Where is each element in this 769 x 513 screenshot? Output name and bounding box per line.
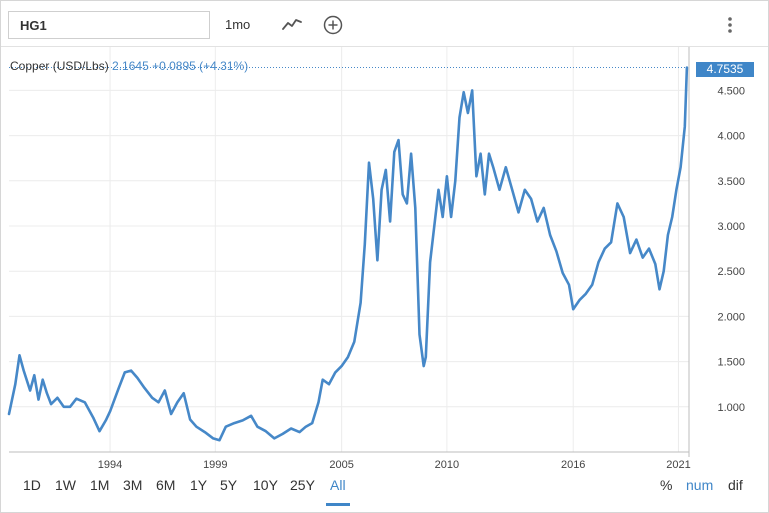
range-button-all[interactable]: All [326, 477, 350, 506]
add-circle-icon[interactable] [322, 14, 344, 36]
x-tick-label: 2016 [561, 459, 585, 471]
chart-legend: Copper (USD/Lbs) 2.1645 +0.0895 (+4.31%) [10, 59, 248, 73]
vertical-dots-icon[interactable] [723, 15, 737, 35]
symbol-text: HG1 [20, 18, 47, 33]
range-button-10y[interactable]: 10Y [253, 477, 278, 493]
range-button-5y[interactable]: 5Y [220, 477, 238, 493]
y-tick-label: 2.500 [717, 266, 745, 278]
range-button-3m[interactable]: 3M [123, 477, 143, 493]
x-tick-label: 2021 [666, 459, 690, 471]
y-tick-label: 4.000 [717, 131, 745, 143]
y-tick-label: 4.500 [717, 85, 745, 97]
x-tick-label: 2005 [329, 459, 353, 471]
interval-selector[interactable]: 1mo [225, 17, 251, 32]
x-tick-label: 1999 [203, 459, 227, 471]
chart-axes: 1994 1999 2005 2010 2016 2021 1.000 1.500 2.000 2… [9, 47, 745, 471]
y-tick-label: 3.500 [717, 176, 745, 188]
y-tick-label: 1.000 [717, 402, 745, 414]
price-chart[interactable]: 1994 1999 2005 2010 2016 2021 1.000 1.500 2.000 2… [1, 47, 768, 512]
chart-toolbar: HG1 1mo [1, 1, 768, 47]
mode-button-dif[interactable]: dif [728, 477, 743, 493]
line-chart-icon[interactable] [281, 14, 303, 36]
x-tick-label: 2010 [435, 459, 459, 471]
legend-change: +0.0895 (+4.31%) [152, 59, 249, 73]
range-button-6m[interactable]: 6M [156, 477, 176, 493]
price-series-line [7, 66, 689, 442]
last-value-tag: 4.7535 [696, 62, 754, 77]
range-button-1y[interactable]: 1Y [190, 477, 208, 493]
y-tick-label: 2.000 [717, 311, 745, 323]
x-tick-label: 1994 [98, 459, 122, 471]
chart-grid [9, 47, 689, 452]
range-selector: 1D 1W 1M 3M 6M 1Y 5Y 10Y 25Y All% num dif [1, 477, 768, 506]
y-tick-label: 1.500 [717, 357, 745, 369]
symbol-input[interactable]: HG1 [8, 11, 210, 39]
range-button-25y[interactable]: 25Y [290, 477, 315, 493]
mode-button-percent[interactable]: % [660, 477, 673, 493]
range-button-1d[interactable]: 1D [23, 477, 41, 493]
chart-lines [7, 66, 689, 442]
range-button-1w[interactable]: 1W [55, 477, 76, 493]
legend-name: Copper (USD/Lbs) [10, 59, 109, 73]
legend-price: 2.1645 [112, 59, 149, 73]
range-button-1m[interactable]: 1M [90, 477, 110, 493]
mode-button-num[interactable]: num [686, 477, 714, 493]
y-tick-label: 3.000 [717, 221, 745, 233]
